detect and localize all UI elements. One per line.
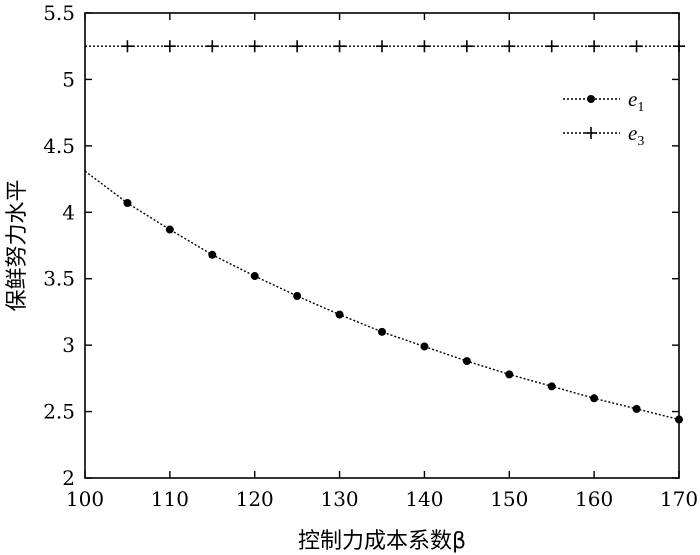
x-tick-label: 100 xyxy=(66,487,104,511)
y-tick-label: 2.5 xyxy=(43,400,75,424)
data-point-e3 xyxy=(333,40,346,53)
y-tick-label: 5.5 xyxy=(43,1,75,25)
legend-label-e3: e3 xyxy=(628,121,644,149)
data-point-e3 xyxy=(248,40,261,53)
series-e3 xyxy=(85,40,685,53)
data-point-e3 xyxy=(291,40,304,53)
data-point-e3 xyxy=(673,40,685,53)
series-layer xyxy=(84,40,685,424)
data-point-e1 xyxy=(250,272,259,281)
y-tick-label: 4 xyxy=(62,200,75,224)
data-point-e1 xyxy=(165,225,174,234)
data-point-e1 xyxy=(462,357,471,366)
axes: 100 110 120 130 140 150 160 170 2 2.5 3 3.5 4 4.5 5 5.5 xyxy=(43,1,698,511)
x-tick-label: 160 xyxy=(575,487,613,511)
legend-label-main: e xyxy=(628,87,637,111)
y-tick-label: 2 xyxy=(62,466,75,490)
y-axis-title: 保鲜努力水平 xyxy=(5,179,30,311)
x-tick-label: 120 xyxy=(236,487,274,511)
data-point-e3 xyxy=(545,40,558,53)
data-point-e3 xyxy=(630,40,643,53)
y-tick-label: 3 xyxy=(62,333,75,357)
data-point-e3 xyxy=(588,40,601,53)
data-point-e1 xyxy=(505,370,514,379)
legend-label-e1: e1 xyxy=(628,87,644,115)
x-tick-label: 170 xyxy=(660,487,698,511)
data-point-e1 xyxy=(208,250,217,259)
x-tick-label: 150 xyxy=(490,487,528,511)
data-point-e1 xyxy=(632,404,641,413)
data-point-e3 xyxy=(121,40,134,53)
legend-label-subscript: 3 xyxy=(637,134,644,149)
x-tick-label: 130 xyxy=(320,487,358,511)
x-axis-title: 控制力成本系数β xyxy=(298,529,466,554)
data-point-e1 xyxy=(675,415,683,424)
plot-frame xyxy=(84,12,680,479)
data-point-e1 xyxy=(293,291,302,300)
data-point-e1 xyxy=(590,394,599,403)
y-tick-label: 4.5 xyxy=(43,134,75,158)
data-point-e1 xyxy=(547,382,556,391)
data-point-e1 xyxy=(335,310,344,319)
legend-marker-e1 xyxy=(587,95,595,103)
data-point-e3 xyxy=(418,40,431,53)
x-tick-label: 140 xyxy=(405,487,443,511)
y-tick-label: 3.5 xyxy=(43,267,75,291)
data-point-e3 xyxy=(206,40,219,53)
legend-label-main: e xyxy=(628,121,637,145)
data-point-e3 xyxy=(503,40,516,53)
y-tick-label: 5 xyxy=(62,67,75,91)
data-point-e1 xyxy=(123,198,132,207)
data-point-e1 xyxy=(420,342,429,351)
data-point-e3 xyxy=(163,40,176,53)
series-line-e1 xyxy=(84,170,680,421)
series-e1 xyxy=(84,170,683,424)
data-point-e1 xyxy=(378,327,386,336)
data-point-e3 xyxy=(376,40,388,53)
x-tick-label: 110 xyxy=(151,487,189,511)
legend-label-subscript: 1 xyxy=(637,100,644,115)
legend-marker-e3 xyxy=(585,127,597,139)
data-point-e3 xyxy=(460,40,473,53)
